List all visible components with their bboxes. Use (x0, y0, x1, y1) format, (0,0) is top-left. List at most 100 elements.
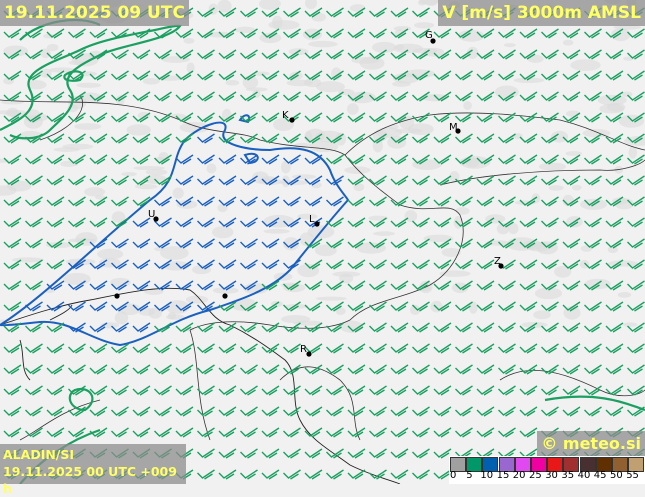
wind-barb (25, 91, 43, 102)
wind-barb (25, 217, 43, 228)
wind-barb (154, 175, 172, 186)
wind-barb (154, 28, 172, 39)
wind-barb (132, 280, 151, 291)
wind-barb (25, 70, 43, 81)
wind-barb (283, 427, 301, 438)
wind-barb (433, 49, 452, 60)
wind-barb (347, 91, 366, 102)
wind-barb (412, 343, 430, 354)
wind-barb (240, 7, 258, 18)
wind-barb (326, 385, 344, 396)
wind-barb (541, 154, 559, 165)
wind-barb (562, 406, 581, 417)
terrain-patch (597, 94, 627, 106)
wind-barb (519, 280, 538, 291)
model-name: ALADIN/SI (3, 447, 75, 462)
wind-barb (89, 112, 108, 123)
wind-barb (89, 133, 108, 144)
wind-barb (175, 301, 194, 312)
wind-barb (283, 91, 301, 102)
wind-barb (197, 49, 215, 60)
wind-barb (347, 28, 366, 39)
wind-barb (369, 406, 387, 417)
wind-barb (433, 427, 452, 438)
wind-barb (433, 469, 452, 480)
wind-barb (455, 343, 473, 354)
wind-barb (25, 49, 43, 60)
wind-barb (218, 301, 237, 312)
wind-barb (326, 28, 344, 39)
terrain-patch (299, 232, 315, 247)
wind-barb (3, 238, 22, 249)
wind-barb (455, 28, 473, 39)
wind-barb (627, 175, 645, 186)
wind-barb (261, 364, 280, 375)
terrain-patch (245, 87, 268, 92)
wind-barb (326, 70, 344, 81)
wind-barb (498, 427, 516, 438)
terrain-patch (368, 215, 389, 221)
wind-barb (412, 406, 430, 417)
wind-barb (412, 448, 430, 459)
wind-barb (412, 28, 430, 39)
wind-barb (132, 301, 151, 312)
wind-barb (154, 133, 172, 144)
wind-barb (562, 280, 581, 291)
wind-barb (627, 280, 645, 291)
wind-barb (304, 175, 323, 186)
wind-barb (562, 91, 581, 102)
wind-barb (218, 49, 237, 60)
wind-barb (240, 238, 258, 249)
terrain-patch (272, 15, 283, 29)
wind-barb (605, 133, 624, 144)
wind-barb (240, 28, 258, 39)
legend-swatch (579, 457, 596, 472)
terrain-patch (161, 56, 190, 63)
wind-barb (240, 406, 258, 417)
city-label-ljubljana: L (309, 214, 315, 225)
terrain-patch (463, 101, 472, 111)
wind-barb (326, 259, 344, 270)
terrain-patch (513, 77, 545, 84)
terrain-patch (373, 231, 396, 236)
wind-barb (197, 70, 215, 81)
wind-barb (541, 196, 559, 207)
wind-barb (68, 259, 86, 270)
wind-barb (412, 70, 430, 81)
wind-barb (326, 406, 344, 417)
legend-tick: 40 (577, 470, 591, 481)
wind-barb (240, 49, 258, 60)
wind-barb (390, 343, 409, 354)
terrain-patch (74, 123, 102, 130)
wind-barb (326, 91, 344, 102)
wind-barb (132, 196, 151, 207)
wind-barb (111, 406, 129, 417)
wind-barb (390, 469, 409, 480)
wind-barb (433, 385, 452, 396)
wind-barb (562, 70, 581, 81)
wind-barb (218, 154, 237, 165)
wind-barb (519, 175, 538, 186)
wind-barb (197, 364, 215, 375)
wind-barb (433, 28, 452, 39)
wind-barb (261, 259, 280, 270)
wind-barb (240, 385, 258, 396)
wind-barb (498, 175, 516, 186)
terrain-patch (534, 287, 563, 300)
wind-barb (261, 469, 280, 480)
wind-barb (476, 217, 495, 228)
wind-barb (197, 112, 215, 123)
wind-barb (390, 112, 409, 123)
wind-barb (283, 217, 301, 228)
wind-barb (541, 175, 559, 186)
wind-barb (25, 280, 43, 291)
wind-barb (326, 133, 344, 144)
wind-barb (519, 28, 538, 39)
terrain-patch (335, 307, 346, 315)
wind-barb (584, 301, 602, 312)
terrain-patch (387, 136, 407, 149)
terrain-patch (372, 41, 397, 53)
color-legend: 0 5 10 15 20 25 30 35 40 45 50 55 (449, 456, 645, 484)
wind-barb (68, 238, 86, 249)
wind-barb (412, 259, 430, 270)
